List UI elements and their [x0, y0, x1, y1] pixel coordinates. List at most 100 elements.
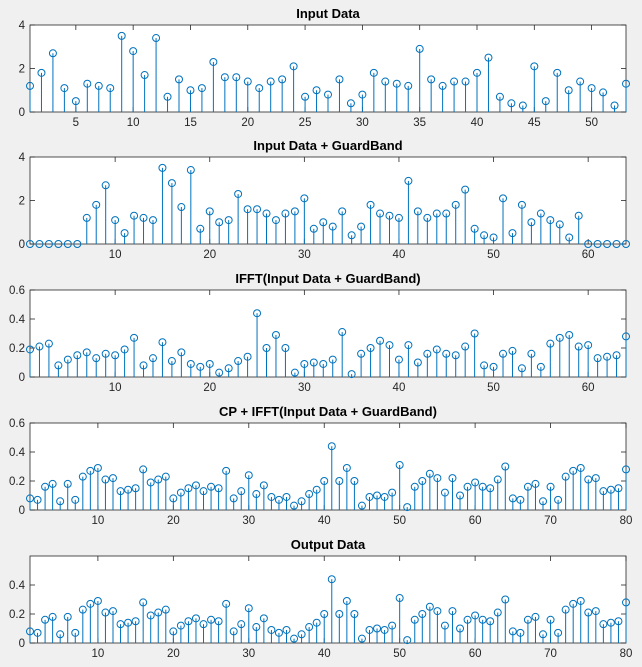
stem-marker: [471, 611, 480, 620]
x-tick-label: 20: [167, 515, 180, 527]
x-tick-label: 35: [413, 117, 426, 129]
y-tick-label: 0: [19, 372, 25, 384]
stem-marker: [108, 607, 117, 616]
stem-marker: [610, 101, 619, 110]
stem-marker: [305, 490, 314, 499]
stem-marker: [44, 240, 53, 248]
stem-marker: [347, 370, 356, 379]
stem-marker: [392, 79, 401, 88]
stem-marker: [209, 57, 218, 66]
stem-marker: [546, 482, 555, 491]
stem-marker: [163, 92, 172, 101]
x-tick-label: 40: [318, 515, 331, 527]
stem-marker: [495, 92, 504, 101]
stem-marker: [71, 97, 80, 106]
stem-marker: [48, 49, 57, 58]
stem-marker: [290, 207, 299, 216]
y-tick-label: 0.4: [9, 447, 26, 459]
stem-marker: [278, 75, 287, 84]
stem-marker: [259, 614, 268, 623]
stem-marker: [215, 218, 224, 227]
x-tick-label: 10: [109, 249, 122, 261]
stem-marker: [26, 240, 34, 248]
stem-marker: [131, 484, 140, 493]
x-tick-label: 10: [92, 515, 105, 527]
stem-marker: [404, 341, 413, 350]
stem-marker: [603, 240, 612, 248]
stem-marker: [92, 354, 101, 363]
stem-marker: [305, 623, 314, 632]
y-tick-label: 2: [19, 196, 25, 208]
x-tick-label: 30: [356, 117, 369, 129]
stem-marker: [508, 494, 517, 503]
stem-marker: [161, 605, 170, 614]
stem-marker: [395, 461, 404, 470]
stem-marker: [63, 612, 72, 621]
stem-marker: [622, 465, 630, 474]
stem-marker: [267, 492, 276, 501]
y-tick-label: 2: [19, 64, 25, 76]
stem-marker: [565, 330, 574, 339]
stem-marker: [366, 200, 375, 209]
stem-marker: [440, 488, 449, 497]
stem-marker: [373, 491, 382, 500]
subplot-2: Input Data + GuardBand 10 20 30 40 50 60 0 2 4: [19, 138, 630, 261]
stem-marker: [584, 475, 593, 484]
stem-marker: [527, 349, 536, 358]
stem-marker: [448, 607, 457, 616]
stem-marker: [369, 68, 378, 77]
stem-marker: [599, 487, 608, 496]
stem-marker: [555, 333, 564, 342]
x-tick-label: 30: [298, 382, 311, 394]
stem-marker: [300, 359, 309, 368]
x-tick-label: 60: [582, 249, 595, 261]
stem-marker: [199, 620, 208, 629]
stem-marker: [395, 594, 404, 603]
stem-marker: [26, 345, 34, 354]
stem-marker: [385, 341, 394, 350]
stem-marker: [546, 615, 555, 624]
stem-marker: [584, 608, 593, 617]
stem-marker: [196, 224, 205, 233]
stem-marker: [327, 442, 336, 451]
stem-marker: [73, 351, 82, 360]
stem-marker: [243, 205, 252, 214]
stem-marker: [404, 81, 413, 90]
stem-marker: [224, 364, 233, 373]
y-tick-label: 0.4: [9, 314, 26, 326]
stem-marker: [410, 482, 419, 491]
stem-marker: [319, 359, 328, 368]
stem-marker: [26, 494, 34, 503]
y-tick-label: 0: [19, 239, 25, 251]
plot-title: Output Data: [291, 537, 366, 552]
x-tick-label: 15: [184, 117, 197, 129]
stem-marker: [433, 474, 442, 483]
stem-marker: [207, 482, 216, 491]
stem-marker: [92, 200, 101, 209]
stem-marker: [574, 211, 583, 220]
stem-marker: [48, 612, 57, 621]
stem-marker: [214, 617, 223, 626]
stem-marker: [106, 84, 115, 93]
stem-marker: [403, 636, 412, 645]
stem-marker: [259, 481, 268, 490]
stem-marker: [111, 216, 120, 225]
plot-title: CP + IFFT(Input Data + GuardBand): [219, 404, 437, 419]
stem-marker: [199, 487, 208, 496]
stem-marker: [518, 101, 527, 110]
stem-marker: [450, 77, 459, 86]
stem-marker: [564, 86, 573, 95]
stem-marker: [471, 478, 480, 487]
stem-marker: [176, 621, 185, 630]
stem-marker: [463, 615, 472, 624]
stem-marker: [309, 358, 318, 367]
x-tick-label: 30: [242, 515, 255, 527]
stem-marker: [478, 615, 487, 624]
stem-marker: [527, 218, 536, 227]
stem-marker: [82, 348, 91, 357]
stem-marker: [388, 621, 397, 630]
stem-marker: [565, 233, 574, 242]
stem-marker: [584, 240, 593, 248]
x-tick-label: 10: [127, 117, 140, 129]
y-tick-label: 4: [19, 20, 26, 32]
